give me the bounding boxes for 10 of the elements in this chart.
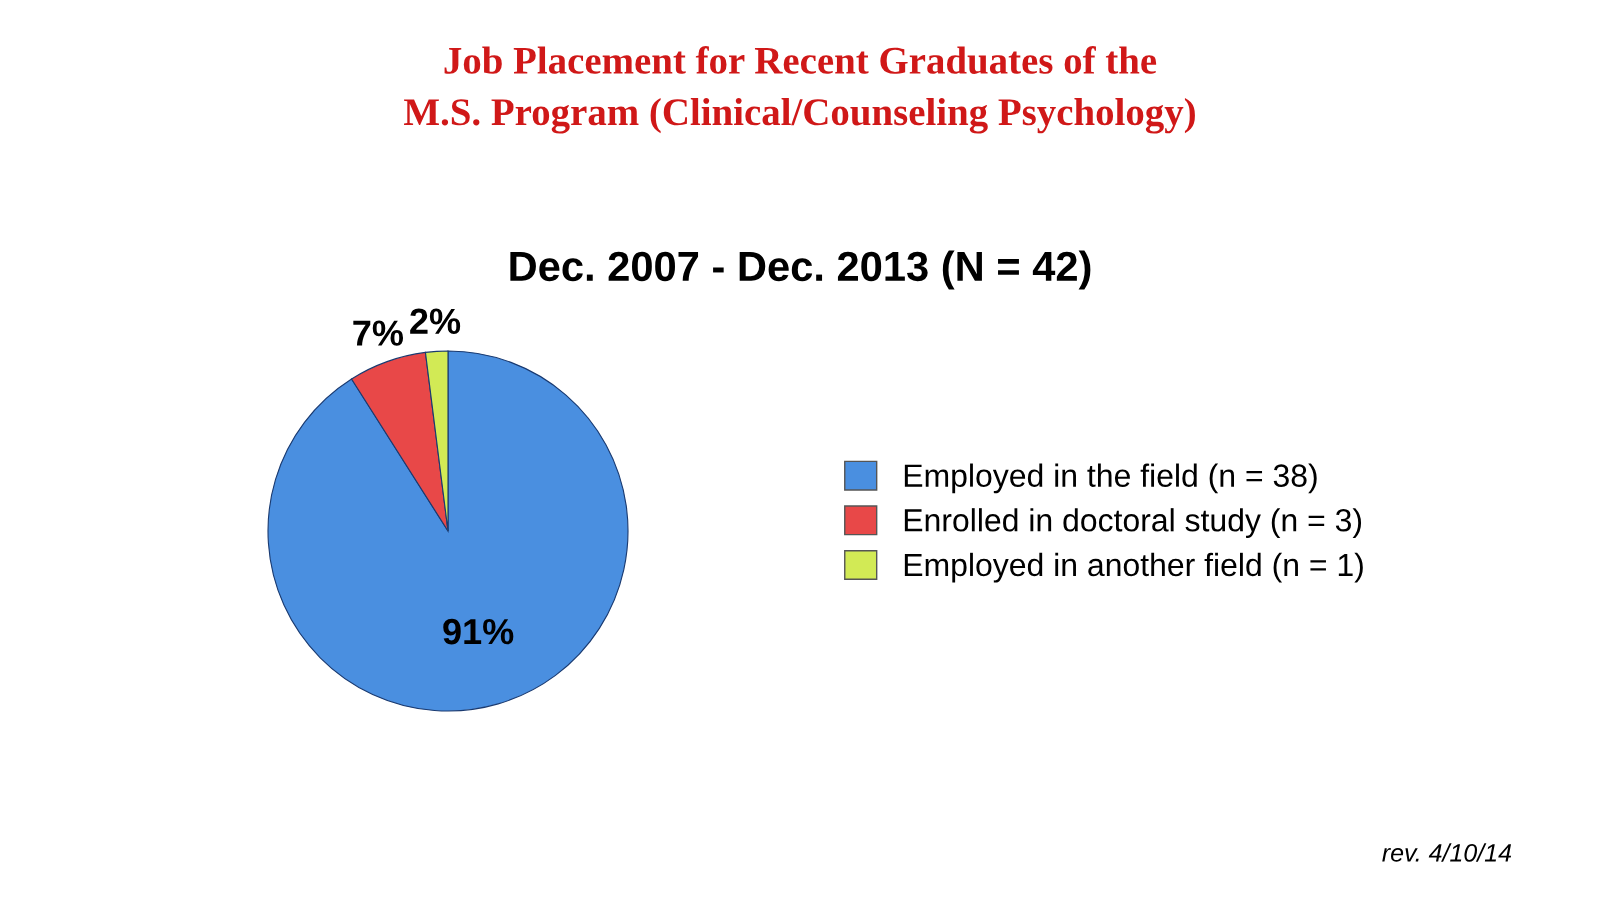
- legend-label: Enrolled in doctoral study (n = 3): [904, 508, 1362, 538]
- text: rev. 4/10/14: [1382, 843, 1512, 862]
- data-label: 7%: [353, 320, 404, 346]
- pie-slice: [267, 350, 629, 712]
- data-label: 91%: [443, 618, 514, 645]
- data-label: 2%: [410, 308, 461, 335]
- chart-title: Job Placement for Recent Graduates of the M.S. Program (Clinical/Counseling Psychology): [404, 46, 1195, 134]
- chart-subtitle: Dec. 2007 - Dec. 2013 (N = 42): [510, 250, 1091, 290]
- legend-label: Employed in the field (n = 38): [904, 463, 1317, 494]
- legend-label: Employed in another field (n = 1): [904, 552, 1363, 583]
